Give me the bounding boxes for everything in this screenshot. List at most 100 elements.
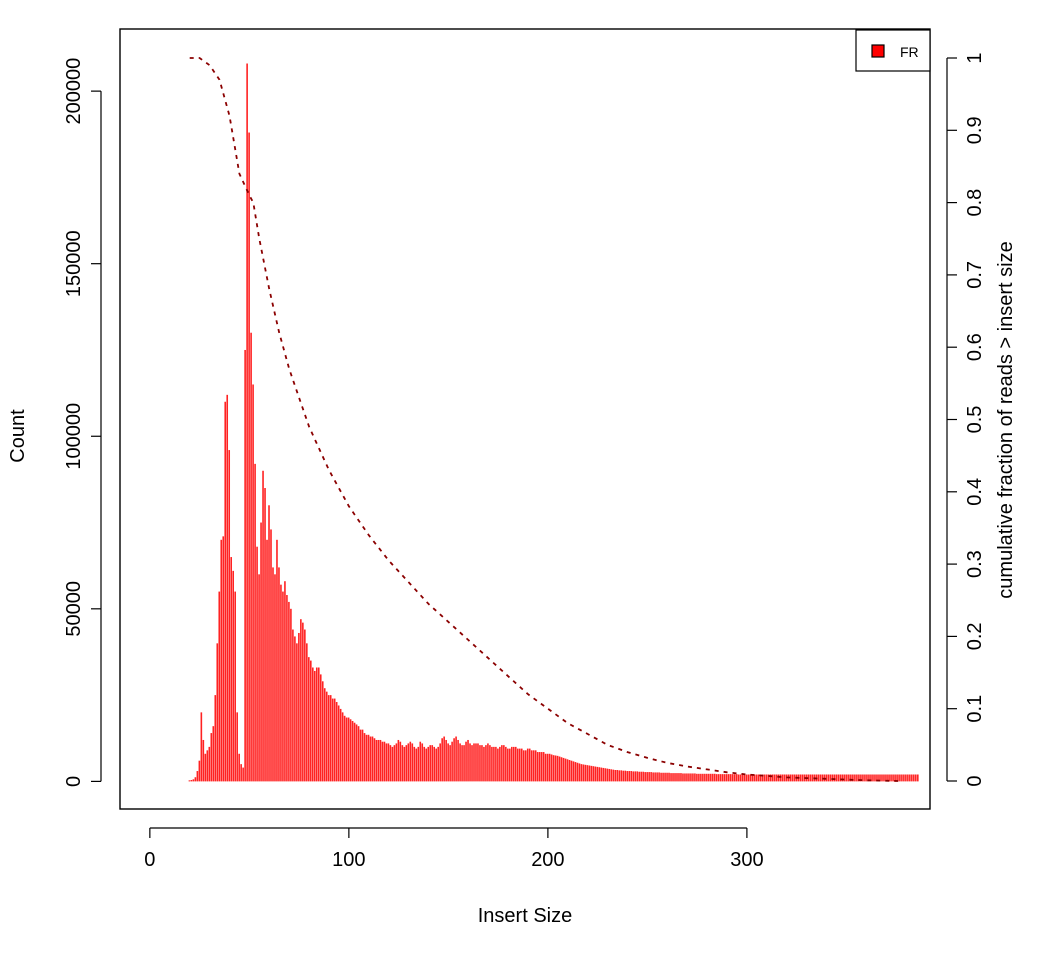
histogram-bar <box>445 739 447 782</box>
histogram-bar <box>540 752 543 782</box>
histogram-bar <box>473 743 475 782</box>
histogram-bar <box>717 774 720 782</box>
histogram-bar <box>725 774 728 782</box>
histogram-bar <box>841 774 843 782</box>
histogram-bar <box>588 765 591 782</box>
histogram-bar <box>801 774 804 782</box>
histogram-bar <box>863 774 865 782</box>
histogram-bar <box>847 774 849 782</box>
histogram-bar <box>727 774 730 782</box>
histogram-bar <box>636 771 638 782</box>
histogram-bar <box>393 745 396 782</box>
histogram-bar <box>319 674 322 782</box>
histogram-bar <box>369 736 372 782</box>
histogram-bar <box>887 774 889 782</box>
histogram-bar <box>690 773 692 782</box>
histogram-bar <box>371 736 374 782</box>
histogram-bar <box>359 729 362 782</box>
legend-box <box>855 29 931 72</box>
histogram-bar <box>224 401 227 782</box>
histogram-bar <box>700 773 702 782</box>
histogram-bar <box>602 767 605 782</box>
histogram-bar <box>389 745 392 782</box>
histogram-bar <box>222 536 225 782</box>
histogram-bar <box>441 738 443 782</box>
histogram-bar <box>674 773 676 782</box>
y-tick-label: 50000 <box>63 581 85 637</box>
histogram-bar <box>200 712 203 782</box>
x-tick-label: 100 <box>332 849 365 871</box>
histogram-bar <box>560 757 563 782</box>
histogram-bar <box>280 584 282 782</box>
histogram-bar <box>232 570 234 782</box>
histogram-bar <box>511 746 513 782</box>
histogram-bar <box>620 770 623 782</box>
histogram-bar <box>584 764 587 782</box>
histogram-bar <box>606 768 609 782</box>
histogram-bar <box>206 750 209 782</box>
histogram-bar <box>520 748 523 782</box>
histogram-bar <box>415 748 418 782</box>
histogram-bar <box>262 470 264 782</box>
histogram-bar <box>435 748 437 782</box>
histogram-bar <box>383 741 386 782</box>
histogram-bar <box>843 774 845 782</box>
histogram-bar <box>670 773 672 782</box>
histogram-bar <box>497 748 499 782</box>
histogram-bar <box>192 779 195 782</box>
histogram-bar <box>190 780 193 782</box>
histogram-bar <box>672 773 674 782</box>
histogram-bar <box>576 762 579 782</box>
histogram-bar <box>485 745 487 782</box>
histogram-bar <box>696 773 698 782</box>
histogram-bar <box>465 741 467 782</box>
histogram-bar <box>300 619 302 782</box>
histogram-bar <box>646 772 648 782</box>
y-tick-label: 150000 <box>63 230 85 297</box>
histogram-bar <box>903 774 905 782</box>
histogram-bar <box>489 745 491 782</box>
y2-tick-label: 0.9 <box>964 116 986 144</box>
histogram-bar <box>686 773 688 782</box>
histogram-bar <box>829 774 832 782</box>
histogram-bar <box>431 745 434 782</box>
histogram-bar <box>260 522 262 782</box>
histogram-bar <box>501 745 503 782</box>
histogram-bar <box>292 629 294 782</box>
histogram-bar <box>544 753 547 782</box>
histogram-bar <box>216 643 219 782</box>
histogram-bar <box>835 774 838 782</box>
histogram-bar <box>913 774 915 782</box>
histogram-bar <box>612 769 615 782</box>
histogram-bar <box>268 505 270 782</box>
histogram-bar <box>875 774 877 782</box>
histogram-bar <box>666 772 668 782</box>
histogram-bar <box>714 773 716 782</box>
histogram-bar <box>317 667 320 782</box>
histogram-bar <box>363 733 366 782</box>
histogram-bar <box>773 774 776 782</box>
y-axis-title: Count <box>7 409 29 463</box>
histogram-bar <box>447 743 449 782</box>
histogram-bar <box>313 670 316 782</box>
histogram-bar <box>783 774 786 782</box>
histogram-bar <box>475 743 477 782</box>
histogram-bar <box>735 774 738 782</box>
histogram-bar <box>357 726 360 782</box>
histogram-bar <box>851 774 853 782</box>
histogram-bar <box>477 743 479 782</box>
histogram-bar <box>548 753 551 782</box>
y-tick-label: 100000 <box>63 403 85 470</box>
histogram-bar <box>733 774 736 782</box>
histogram-bar <box>831 774 834 782</box>
histogram-bar <box>554 755 557 782</box>
histogram-bar <box>861 774 863 782</box>
histogram-bar <box>266 539 268 782</box>
cumulative-fraction-line <box>189 57 899 782</box>
histogram-bar <box>194 777 197 782</box>
histogram-bar <box>375 739 378 782</box>
histogram-bar <box>401 745 404 782</box>
histogram-bar <box>308 657 310 782</box>
histogram-bar <box>747 774 750 782</box>
